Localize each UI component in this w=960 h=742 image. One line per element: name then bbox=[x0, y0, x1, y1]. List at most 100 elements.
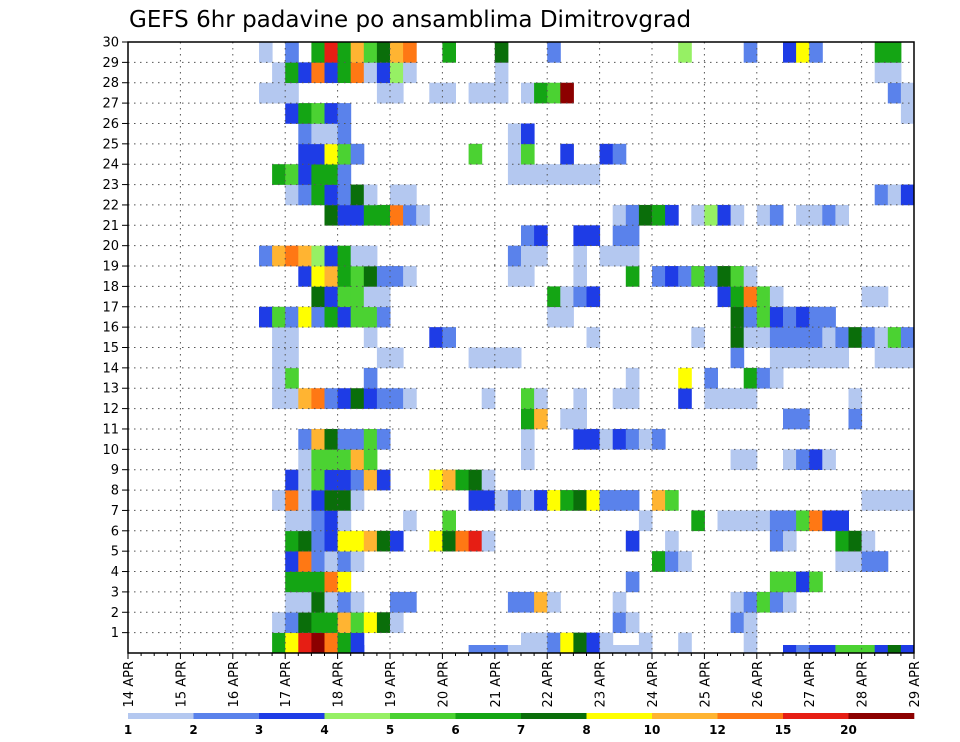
heatmap-cell bbox=[494, 347, 509, 369]
heatmap-cell bbox=[534, 632, 548, 654]
heatmap-cell bbox=[625, 388, 640, 409]
y-tick-label: 25 bbox=[102, 137, 119, 152]
heatmap-cell bbox=[298, 571, 312, 593]
heatmap-cell bbox=[272, 367, 286, 389]
heatmap-cell bbox=[363, 469, 378, 491]
heatmap-cell bbox=[678, 42, 692, 63]
x-tick-label: 28 APR bbox=[856, 661, 871, 707]
heatmap-cell bbox=[848, 408, 863, 430]
heatmap-cell bbox=[769, 347, 784, 369]
heatmap-cell bbox=[350, 62, 365, 84]
heatmap-cell bbox=[350, 551, 365, 572]
heatmap-cell bbox=[848, 388, 863, 409]
heatmap-cell bbox=[652, 490, 666, 511]
heatmap-cell bbox=[900, 327, 915, 348]
y-tick-label: 3 bbox=[111, 585, 119, 600]
heatmap-cell bbox=[796, 306, 810, 328]
heatmap-cell bbox=[809, 204, 823, 226]
heatmap-cell bbox=[625, 266, 640, 287]
heatmap-cell bbox=[599, 245, 614, 267]
legend-label: 5 bbox=[386, 723, 394, 737]
heatmap-cell bbox=[363, 612, 378, 633]
heatmap-cell bbox=[625, 612, 640, 633]
heatmap-cell bbox=[612, 612, 627, 633]
heatmap-cell bbox=[376, 42, 391, 63]
heatmap-cell bbox=[547, 42, 561, 63]
legend-label: 3 bbox=[255, 723, 263, 737]
heatmap-cell bbox=[625, 367, 640, 389]
heatmap-cell bbox=[534, 164, 548, 185]
x-tick-label: 15 APR bbox=[174, 661, 189, 707]
heatmap-cell bbox=[822, 306, 836, 328]
heatmap-cell bbox=[756, 286, 771, 308]
heatmap-cell bbox=[573, 164, 587, 185]
heatmap-cell bbox=[298, 591, 312, 613]
heatmap-cell bbox=[363, 388, 378, 409]
heatmap-cell bbox=[494, 490, 509, 511]
heatmap-cell bbox=[612, 245, 627, 267]
y-tick-label: 15 bbox=[102, 341, 119, 356]
heatmap-cell bbox=[730, 327, 745, 348]
heatmap-cell bbox=[324, 530, 339, 552]
heatmap-cell bbox=[573, 286, 587, 308]
heatmap-cell bbox=[468, 530, 483, 552]
heatmap-cell bbox=[743, 306, 758, 328]
heatmap-cell bbox=[324, 551, 339, 572]
heatmap-cell bbox=[887, 490, 902, 511]
heatmap-cell bbox=[743, 327, 758, 348]
heatmap-cell bbox=[337, 571, 352, 593]
heatmap-cell bbox=[285, 42, 299, 63]
heatmap-cell bbox=[311, 184, 325, 206]
heatmap-cell bbox=[311, 388, 325, 409]
heatmap-cell bbox=[717, 286, 732, 308]
legend-swatch bbox=[128, 713, 194, 719]
heatmap-cell bbox=[376, 428, 391, 450]
heatmap-cell bbox=[507, 591, 522, 613]
heatmap-cell bbox=[390, 42, 404, 63]
heatmap-cell bbox=[298, 306, 312, 328]
heatmap-cell bbox=[848, 645, 863, 654]
heatmap-cell bbox=[730, 510, 745, 532]
heatmap-cell bbox=[586, 327, 601, 348]
y-tick-label: 11 bbox=[102, 422, 119, 437]
heatmap-cell bbox=[691, 266, 705, 287]
heatmap-cell bbox=[442, 530, 456, 552]
heatmap-cell bbox=[796, 510, 810, 532]
heatmap-cell bbox=[743, 388, 758, 409]
heatmap-cell bbox=[730, 591, 745, 613]
heatmap-cell bbox=[285, 632, 299, 654]
heatmap-cell bbox=[874, 347, 889, 369]
heatmap-cell bbox=[337, 469, 352, 491]
heatmap-cell bbox=[547, 306, 561, 328]
y-tick-label: 10 bbox=[102, 443, 119, 458]
heatmap-cell bbox=[691, 204, 705, 226]
heatmap-cell bbox=[704, 266, 718, 287]
heatmap-cell bbox=[285, 591, 299, 613]
heatmap-cell bbox=[324, 490, 339, 511]
heatmap-cell bbox=[874, 42, 889, 63]
heatmap-cell bbox=[743, 286, 758, 308]
heatmap-cell bbox=[796, 204, 810, 226]
heatmap-cell bbox=[337, 164, 352, 185]
heatmap-cell bbox=[481, 82, 496, 104]
heatmap-cell bbox=[481, 530, 496, 552]
heatmap-cell bbox=[783, 449, 797, 470]
heatmap-cell bbox=[586, 490, 601, 511]
heatmap-cell bbox=[376, 62, 391, 84]
heatmap-cell bbox=[809, 306, 823, 328]
y-tick-label: 13 bbox=[102, 382, 119, 397]
y-tick-label: 23 bbox=[102, 178, 119, 193]
heatmap-cell bbox=[285, 469, 299, 491]
heatmap-cell bbox=[599, 490, 614, 511]
heatmap-cell bbox=[625, 490, 640, 511]
heatmap-cell bbox=[285, 103, 299, 124]
heatmap-cell bbox=[468, 469, 483, 491]
heatmap-cell bbox=[730, 204, 745, 226]
heatmap-cell bbox=[796, 408, 810, 430]
heatmap-cell bbox=[783, 347, 797, 369]
heatmap-cell bbox=[324, 469, 339, 491]
heatmap-cell bbox=[337, 612, 352, 633]
heatmap-cell bbox=[874, 490, 889, 511]
heatmap-cell bbox=[835, 347, 849, 369]
heatmap-cell bbox=[311, 530, 325, 552]
